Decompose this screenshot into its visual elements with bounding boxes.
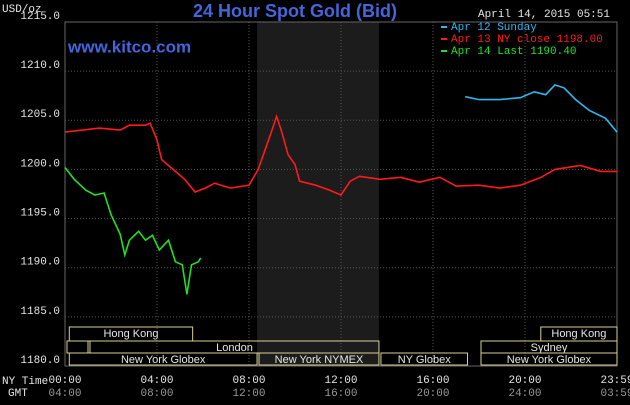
series-line	[64, 113, 617, 196]
y-tick-label: 1180.0	[20, 355, 60, 367]
y-tick-label: 1215.0	[20, 11, 60, 23]
y-tick-label: 1190.0	[20, 257, 60, 269]
plot-background	[257, 22, 379, 366]
site-url: www.kitco.com	[67, 37, 191, 56]
labels: 1180.0 1185.0 1190.0 1195.0 1200.0 1205.0 1210…	[20, 11, 630, 400]
session-box	[480, 352, 618, 366]
x-row-label: NY Time	[2, 376, 48, 388]
y-tick-label: 1185.0	[20, 306, 60, 318]
gmt-tick-label: 16:00	[324, 388, 357, 400]
lines	[64, 83, 618, 295]
session-label: Hong Kong	[551, 328, 606, 340]
x-tick-label: 00:00	[48, 375, 81, 387]
session-label: New York Globex	[507, 354, 592, 366]
session-label: New York Globex	[121, 354, 206, 366]
shaded-hours	[257, 22, 379, 366]
session-box	[68, 352, 258, 366]
y-tick-label: 1195.0	[20, 207, 60, 219]
session-label: New York NYMEX	[275, 354, 364, 366]
x-tick-label: 20:00	[508, 375, 541, 387]
gmt-tick-label: 12:00	[232, 388, 265, 400]
session-label: Hong Kong	[103, 328, 158, 340]
session-box	[258, 352, 380, 366]
plot-frame	[64, 21, 618, 367]
gmt-tick-label: 03:59	[600, 388, 630, 400]
x-tick-label: 04:00	[140, 375, 173, 387]
legend-label: Apr 12 Sunday	[451, 22, 537, 34]
timestamp: April 14, 2015 05:51	[478, 9, 610, 21]
session-label: Sydney	[531, 342, 568, 354]
grid	[64, 21, 618, 367]
series-line	[64, 167, 202, 295]
gmt-tick-label: 20:00	[416, 388, 449, 400]
y-axis-label: USD/oz	[2, 4, 42, 16]
gmt-tick-label: 04:00	[48, 388, 81, 400]
series-line	[465, 83, 618, 133]
legend-label: Apr 13 NY close 1198.00	[451, 34, 603, 46]
session-label: NY Globex	[398, 354, 451, 366]
x-tick-label: 08:00	[232, 375, 265, 387]
y-tick-label: 1210.0	[20, 60, 60, 72]
x-tick-label: 23:59	[600, 375, 630, 387]
y-tick-label: 1200.0	[20, 158, 60, 170]
gmt-tick-label: 08:00	[140, 388, 173, 400]
x-tick-label: 12:00	[324, 375, 357, 387]
x-tick-label: 16:00	[416, 375, 449, 387]
session-label: London	[216, 342, 253, 354]
session-box	[380, 352, 469, 366]
legend-label: Apr 14 Last 1190.40	[451, 46, 576, 58]
chart-title: 24 Hour Spot Gold (Bid)	[193, 1, 397, 21]
y-tick-label: 1205.0	[20, 109, 60, 121]
x-row-label: GMT	[8, 388, 28, 400]
gmt-tick-label: 24:00	[508, 388, 541, 400]
